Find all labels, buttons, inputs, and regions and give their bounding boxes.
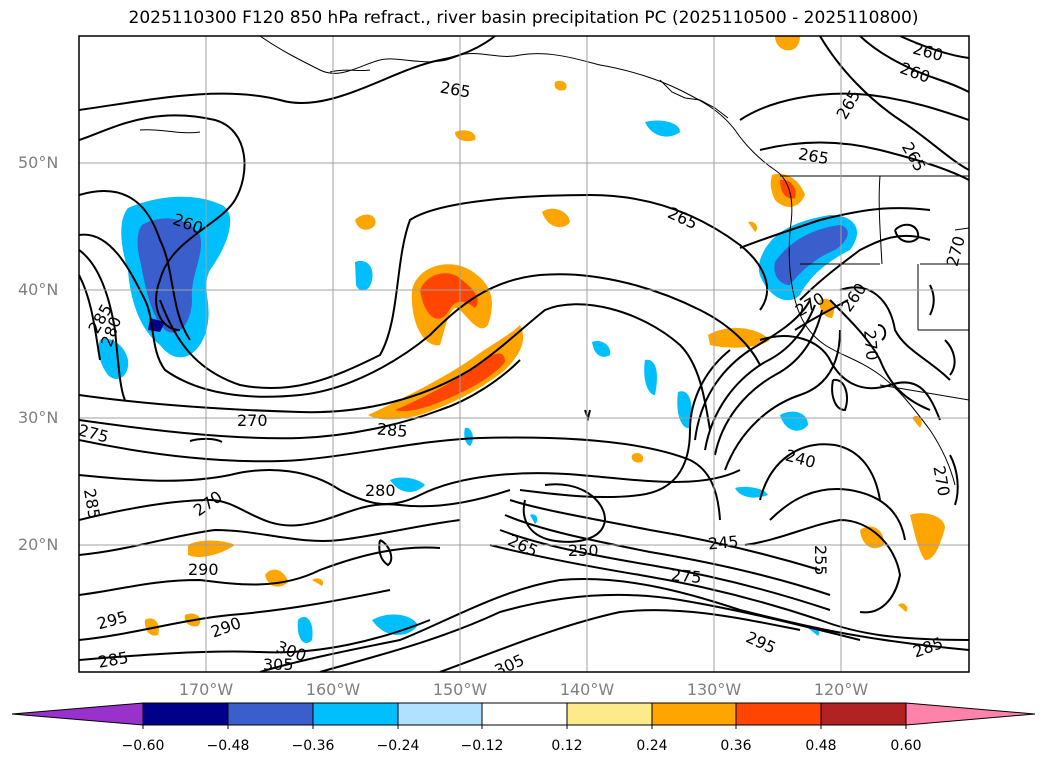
colorbar-tick-label: −0.60 [121,738,165,754]
contour-label: 250 [568,541,599,560]
map-frame [78,35,970,673]
lon-label: 170°W [178,680,234,699]
colorbar-bin [313,703,398,725]
colorbar-tick-label: −0.12 [460,738,504,754]
contour-label: 255 [811,545,830,576]
colorbar-bin [228,703,313,725]
lon-label: 130°W [686,680,742,699]
contour-label: 305 [263,655,294,674]
lon-label: 140°W [559,680,615,699]
colorbar-extend-high [906,703,1035,725]
contour-label: 290 [188,560,219,579]
colorbar-extend-low [12,703,143,725]
colorbar-tick-label: −0.24 [376,738,420,754]
contour-label: 270 [237,411,268,430]
colorbar [11,702,1036,729]
colorbar-tick-label: −0.48 [206,738,250,754]
colorbar-tick-label: 0.36 [720,738,752,754]
colorbar-bin [736,703,821,725]
colorbar-bin [143,703,228,725]
colorbar-bin [652,703,736,725]
contour-label: 280 [365,481,396,500]
contour-label: 245 [707,532,739,554]
refractivity-contours [79,36,969,672]
lat-label: 20°N [18,535,59,554]
contour-label: 270 [860,329,882,361]
colorbar-tick-label: 0.60 [890,738,922,754]
contour-label: 275 [670,565,702,587]
colorbar-tick-label: 0.48 [805,738,837,754]
lat-label: 30°N [18,408,59,427]
lon-label: 150°W [432,680,488,699]
colorbar-bin [821,703,906,725]
lon-label: 160°W [305,680,361,699]
lon-label: 120°W [813,680,869,699]
colorbar-tick-label: −0.36 [291,738,335,754]
coastlines [139,36,969,486]
colorbar-bin [398,703,482,725]
contour-label: 285 [376,419,408,441]
map-title: 2025110300 F120 850 hPa refract., river … [128,8,919,28]
colorbar-tick-label: 0.24 [636,738,668,754]
colorbar-bin [482,703,567,725]
lat-label: 50°N [18,153,59,172]
lat-label: 40°N [18,280,59,299]
colorbar-tick-label: 0.12 [551,738,583,754]
graticule [79,36,969,672]
precip-shading [98,36,945,644]
colorbar-bin [567,703,652,725]
